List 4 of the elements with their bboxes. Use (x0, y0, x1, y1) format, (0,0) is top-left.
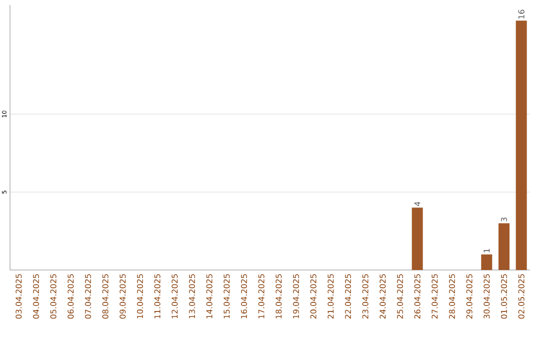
bar (412, 208, 423, 270)
bar (516, 20, 527, 270)
bar (481, 254, 492, 270)
bar (498, 223, 510, 270)
